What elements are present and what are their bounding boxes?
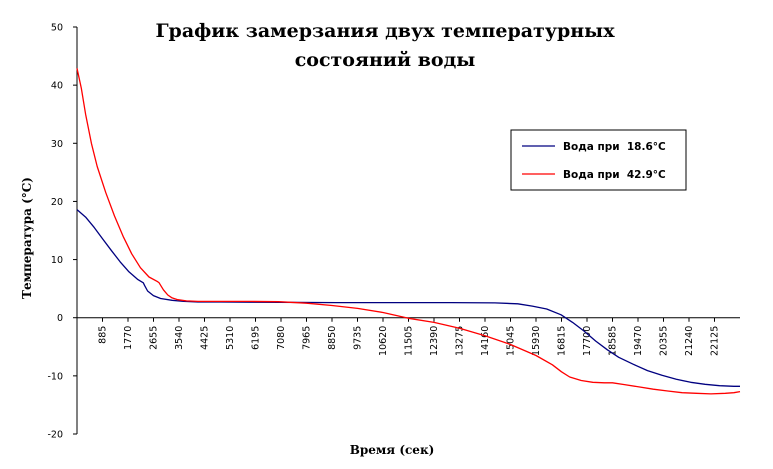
y-tick-label: 10: [51, 255, 63, 266]
y-ticks: 50 40 30 20 10 0 -10 -20: [47, 23, 77, 441]
x-tick-label: 15045: [506, 326, 517, 356]
x-tick-label: 17700: [582, 326, 593, 356]
x-tick-label: 14160: [480, 326, 491, 356]
x-tick-label: 19470: [633, 326, 644, 356]
x-tick-label: 6195: [251, 326, 262, 350]
x-tick-label: 13275: [455, 326, 466, 356]
x-tick-label: 8850: [327, 326, 338, 350]
y-tick-label: 30: [51, 139, 63, 150]
y-axis-label: Температура (°С): [20, 177, 34, 299]
y-tick-label: 50: [51, 23, 63, 34]
x-tick-label: 7080: [276, 326, 287, 350]
x-tick-label: 10620: [378, 326, 389, 356]
y-tick-label: 0: [57, 313, 63, 324]
y-tick-label: 20: [51, 197, 63, 208]
x-axis-label: Время (сек): [350, 443, 435, 457]
chart-title-line-1: График замерзания двух температурных: [155, 20, 615, 42]
x-tick-label: 22125: [710, 326, 721, 356]
y-tick-label: -10: [47, 371, 63, 382]
x-tick-label: 15930: [531, 326, 542, 356]
x-ticks: 885 1770 2655 3540 4425 5310 6195 7080 7965 8850 9…: [98, 317, 721, 356]
x-tick-label: 9735: [353, 326, 364, 350]
plot-area: 50 40 30 20 10 0 -10 -20 885 1770 2655 3540 4425 531…: [47, 23, 741, 441]
y-tick-label: -20: [47, 430, 63, 441]
legend-label-series-1: Вода при 18.6°С: [563, 141, 666, 153]
x-tick-label: 16815: [557, 326, 568, 356]
x-tick-label: 7965: [302, 326, 313, 350]
x-tick-label: 21240: [684, 326, 695, 356]
x-tick-label: 885: [98, 326, 109, 344]
legend-box: [510, 129, 687, 191]
x-tick-label: 18585: [608, 326, 619, 356]
x-tick-label: 12390: [429, 326, 440, 356]
series-line-1: [76, 209, 740, 387]
x-tick-label: 20355: [659, 326, 670, 356]
legend: Вода при 18.6°С Вода при 42.9°С: [510, 129, 687, 191]
x-tick-label: 3540: [174, 326, 185, 350]
x-tick-label: 5310: [225, 326, 236, 350]
legend-label-series-2: Вода при 42.9°С: [563, 169, 666, 181]
chart-title-line-2: состояний воды: [295, 49, 476, 71]
x-tick-label: 1770: [123, 326, 134, 350]
x-tick-label: 2655: [149, 326, 160, 350]
series-line-2: [76, 68, 741, 395]
y-tick-label: 40: [51, 81, 63, 92]
x-tick-label: 4425: [200, 326, 211, 350]
x-tick-label: 11505: [404, 326, 415, 356]
series-lines: [76, 68, 741, 395]
